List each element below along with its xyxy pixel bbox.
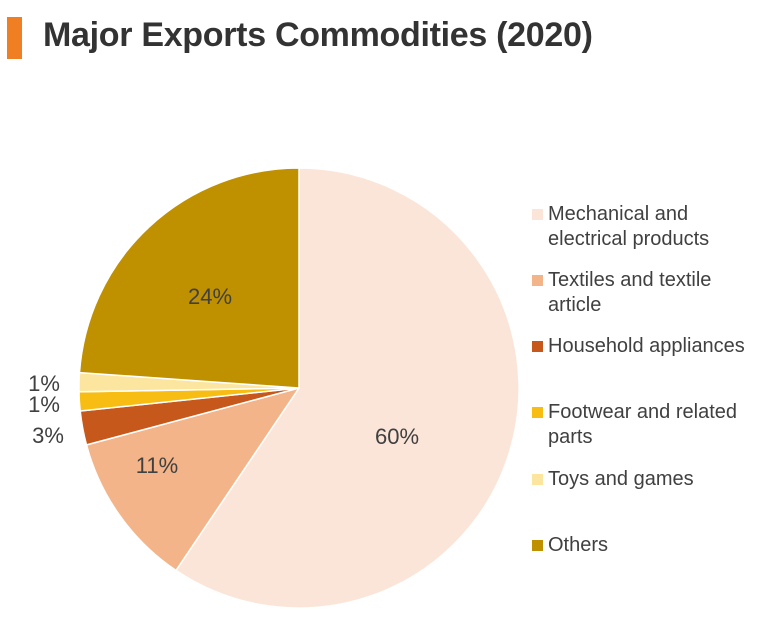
legend-swatch: [532, 275, 543, 286]
legend-label-line2: article: [548, 294, 602, 316]
label-others: 24%: [188, 284, 232, 309]
legend-label: Household appliances: [548, 335, 745, 357]
legend-label: Footwear and related: [548, 401, 738, 423]
legend-swatch: [532, 540, 543, 551]
label-household: 3%: [32, 423, 64, 448]
label-mechanical: 60%: [375, 424, 419, 449]
legend-label: Textiles and textile: [548, 269, 712, 291]
legend-swatch: [532, 341, 543, 352]
legend-label: Others: [548, 534, 609, 556]
legend-label: Mechanical and: [548, 203, 689, 225]
label-textiles: 11%: [136, 453, 178, 478]
legend-label: Toys and games: [548, 468, 694, 490]
legend-swatch: [532, 209, 543, 220]
slice-textiles[interactable]: [85, 387, 300, 572]
legend-swatch: [532, 407, 543, 418]
legend-label-line2: parts: [548, 426, 593, 448]
label-toys: 1%: [28, 371, 60, 396]
slice-others[interactable]: [78, 167, 300, 389]
label-footwear: 1%: [28, 392, 60, 417]
title-accent-bar: [7, 17, 22, 59]
chart-title: Major Exports Commodities (2020): [43, 16, 593, 54]
legend-label-line2: electrical products: [548, 228, 710, 250]
slice-mechanical-electrical[interactable]: [175, 167, 520, 609]
legend-swatch: [532, 474, 543, 485]
